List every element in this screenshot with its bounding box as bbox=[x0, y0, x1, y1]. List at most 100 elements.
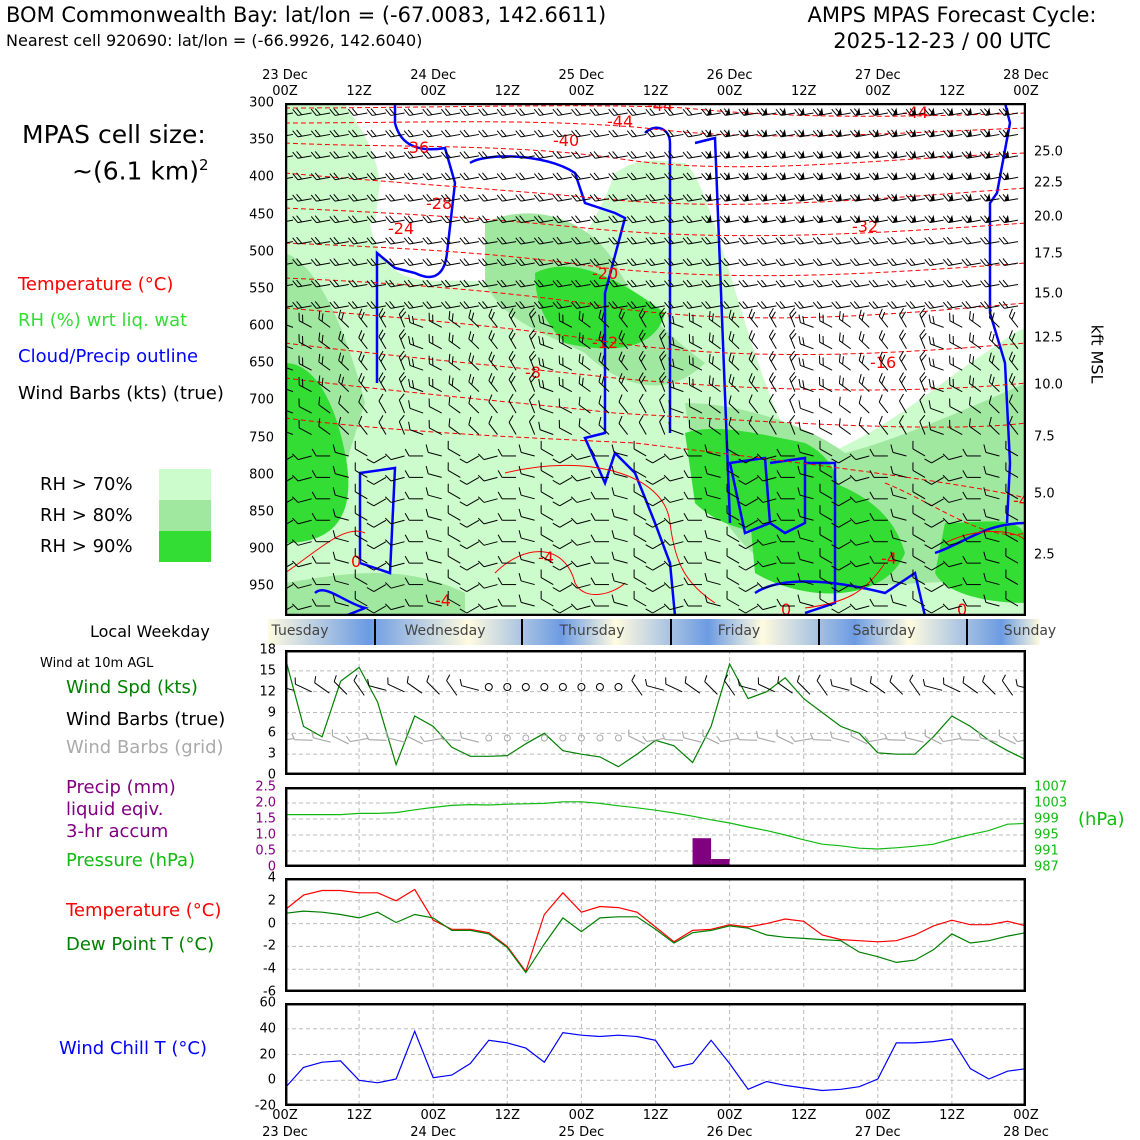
calm-circle bbox=[595, 683, 604, 691]
weekday-tuesday: Tuesday bbox=[271, 623, 329, 639]
wind-barb bbox=[719, 236, 740, 245]
wind-barb bbox=[704, 487, 721, 500]
top-hour-label: 00Z bbox=[1013, 84, 1039, 99]
wind-barb bbox=[497, 598, 517, 607]
wind-barb bbox=[570, 474, 591, 482]
wind-barb bbox=[552, 605, 573, 614]
wind-barb bbox=[425, 530, 442, 543]
wind-barb bbox=[310, 301, 331, 309]
wind-barb bbox=[683, 491, 702, 500]
wind-barb bbox=[590, 577, 610, 586]
wind-barb bbox=[598, 395, 610, 414]
wind-barb bbox=[422, 236, 442, 245]
wind-barb bbox=[878, 394, 889, 414]
pressure-tick: 900 bbox=[249, 541, 274, 557]
precip-label-2: liquid eqiv. bbox=[66, 799, 164, 820]
wind-barb bbox=[538, 357, 554, 371]
wind-barb bbox=[831, 258, 851, 266]
wind-barb-true bbox=[777, 676, 793, 694]
wind-barb bbox=[552, 476, 573, 485]
wind-barb bbox=[645, 498, 666, 507]
wind-barb bbox=[878, 415, 889, 435]
wind-barb bbox=[757, 129, 777, 138]
y-tick: -6 bbox=[263, 984, 276, 1000]
wind-barb bbox=[768, 308, 777, 328]
wind-barb bbox=[962, 555, 981, 564]
wind-barb bbox=[704, 508, 721, 521]
wind-barb bbox=[533, 258, 554, 266]
wind-barb bbox=[459, 605, 480, 614]
calm-circle bbox=[558, 683, 567, 691]
wind-barb bbox=[682, 236, 703, 245]
wind-barb bbox=[478, 129, 498, 138]
wind-barbs-grid bbox=[285, 107, 1019, 614]
wind-barb bbox=[688, 355, 703, 371]
wind-barb bbox=[988, 309, 1000, 328]
wind-barb bbox=[571, 193, 591, 202]
wind-barb bbox=[682, 172, 703, 181]
wind-barb bbox=[311, 598, 331, 607]
temp-dewpoint-chart bbox=[285, 878, 1026, 992]
wind-barb bbox=[868, 301, 888, 309]
wind-barb bbox=[682, 301, 703, 309]
y-tick: 18 bbox=[259, 642, 276, 658]
bottom-date-label: 25 Dec bbox=[558, 1125, 605, 1140]
wind-barb-true bbox=[922, 678, 943, 691]
wind-barb bbox=[311, 534, 331, 543]
wind-barb bbox=[831, 562, 851, 571]
y-tick: 0 bbox=[267, 859, 276, 875]
wind-barb bbox=[590, 598, 610, 607]
wind-barb bbox=[292, 151, 312, 159]
wind-barb bbox=[310, 215, 331, 224]
wind-barb bbox=[459, 301, 479, 309]
wind-barb bbox=[704, 594, 721, 607]
wind-barb bbox=[983, 487, 1000, 500]
wind-barb bbox=[292, 108, 312, 116]
wind-barb bbox=[838, 396, 851, 414]
wind-barb bbox=[477, 496, 498, 503]
wind-barb bbox=[354, 462, 368, 478]
wind-barb bbox=[528, 307, 537, 328]
rh90-regions bbox=[285, 266, 1026, 603]
y-tick: 995 bbox=[1034, 827, 1059, 843]
wind-barb bbox=[1005, 590, 1019, 607]
wind-barb bbox=[983, 530, 1000, 543]
calm-circle-grid bbox=[485, 734, 493, 742]
wind-barb bbox=[496, 129, 517, 138]
weekday-divider bbox=[521, 619, 523, 645]
wind-barb-true bbox=[684, 676, 701, 694]
wind-barb bbox=[738, 605, 758, 614]
wind-barb bbox=[310, 151, 331, 159]
wind-barb bbox=[310, 258, 331, 266]
wind-barb bbox=[488, 394, 498, 414]
wind-barb bbox=[645, 541, 666, 550]
wind-barb bbox=[659, 372, 667, 392]
panel-frame bbox=[285, 1003, 1026, 1106]
y-tick: 9 bbox=[267, 705, 276, 720]
wind-barb bbox=[384, 582, 405, 589]
wind-barb bbox=[949, 334, 963, 350]
wind-barb bbox=[332, 444, 349, 457]
wind-barb bbox=[928, 314, 944, 328]
wind-barb bbox=[998, 129, 1019, 138]
pressure-line bbox=[285, 801, 1026, 850]
wind-barb bbox=[540, 569, 554, 585]
legend-rh70-swatch bbox=[159, 469, 211, 500]
wind-barb bbox=[508, 415, 517, 435]
wind-barb bbox=[818, 334, 833, 350]
wind-barb bbox=[748, 394, 759, 414]
wind-barb-true bbox=[367, 678, 387, 691]
wind-barb bbox=[448, 311, 461, 328]
wind-barb bbox=[928, 421, 944, 435]
kft-tick: 25.0 bbox=[1034, 144, 1063, 160]
wind-barb bbox=[775, 171, 796, 181]
wind-barb bbox=[552, 172, 572, 181]
wind-barb bbox=[961, 171, 981, 181]
wind-barb bbox=[459, 172, 479, 181]
wind-barb bbox=[719, 301, 740, 309]
wind-barb bbox=[838, 332, 851, 350]
wind-barb-true bbox=[333, 675, 348, 695]
wind-barb bbox=[398, 329, 407, 349]
wind-barb bbox=[683, 470, 702, 478]
wind-barb bbox=[726, 590, 740, 607]
